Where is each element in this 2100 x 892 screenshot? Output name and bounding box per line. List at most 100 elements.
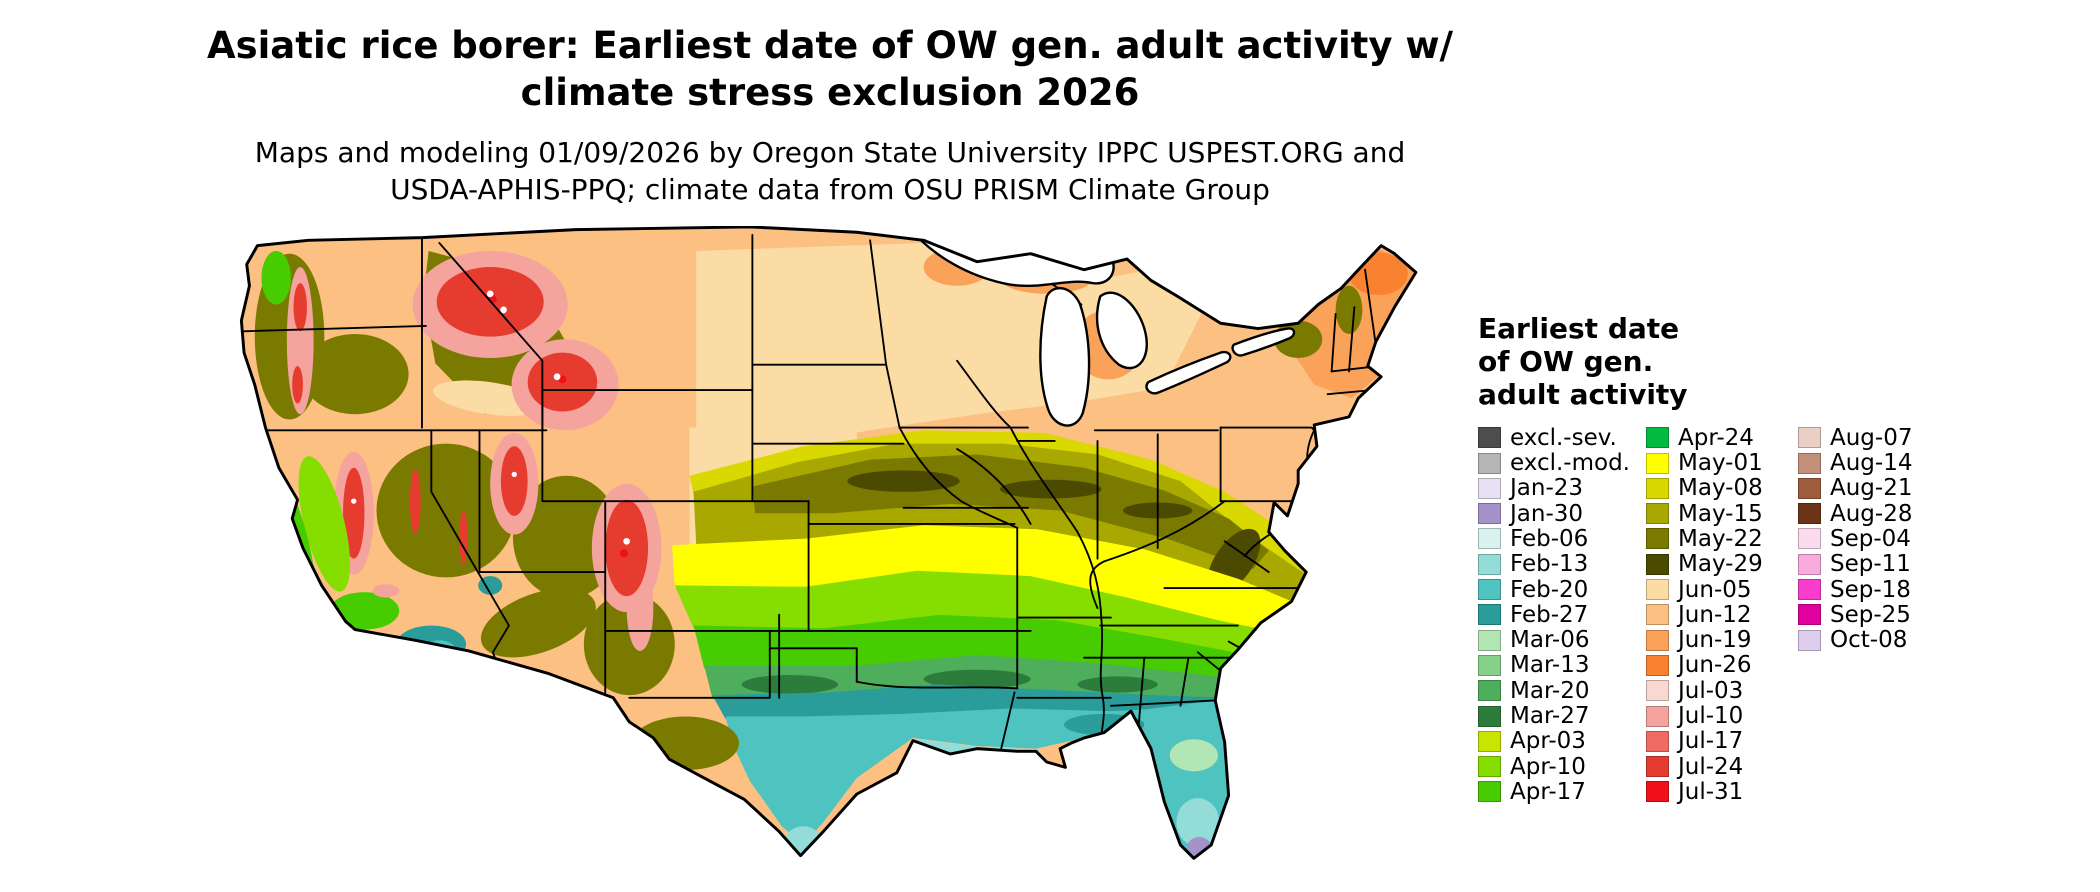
legend-item: May-22 (1646, 525, 1798, 552)
legend-title-line-3: adult activity (1478, 378, 1688, 412)
legend-column: Apr-24 May-01 May-08 May-15 May-22 May-29 Jun-… (1646, 425, 1798, 805)
legend-item: Feb-06 (1478, 525, 1646, 552)
legend-item-label: May-29 (1678, 551, 1763, 578)
legend-swatch (1646, 680, 1669, 702)
legend-item-label: Jul-31 (1678, 778, 1744, 805)
legend-item-label: Jul-10 (1678, 703, 1744, 730)
legend-item: Aug-14 (1798, 450, 1948, 477)
legend-swatch (1478, 629, 1501, 651)
legend-swatch (1478, 730, 1501, 752)
legend-item: Apr-17 (1478, 778, 1646, 805)
legend-swatch (1478, 427, 1501, 449)
legend-item: May-15 (1646, 500, 1798, 527)
legend-item-label: Feb-13 (1510, 551, 1589, 578)
header: Asiatic rice borer: Earliest date of OW … (0, 22, 1660, 209)
lake-ontario (1231, 327, 1296, 357)
legend-swatch (1798, 528, 1821, 550)
legend-swatch (1798, 452, 1821, 474)
legend-swatch (1646, 756, 1669, 778)
legend-item-label: Mar-27 (1510, 703, 1590, 730)
legend-item: Aug-07 (1798, 425, 1948, 451)
legend-title: Earliest date of OW gen. adult activity (1478, 312, 2078, 411)
legend-swatch (1478, 705, 1501, 727)
legend-item: Sep-25 (1798, 601, 1948, 628)
lake-huron (1095, 291, 1148, 370)
page-title-line-1: Asiatic rice borer: Earliest date of OW … (206, 24, 1454, 67)
legend-item-label: excl.-sev. (1510, 424, 1617, 451)
legend-swatch (1646, 427, 1669, 449)
legend-item-label: Mar-13 (1510, 652, 1590, 679)
legend-swatch (1478, 654, 1501, 676)
legend-item-label: Mar-06 (1510, 627, 1590, 654)
legend-item: Sep-11 (1798, 551, 1948, 577)
legend-swatch (1478, 503, 1501, 525)
legend-item-label: Feb-06 (1510, 525, 1589, 552)
legend-item: May-08 (1646, 475, 1798, 502)
legend-item-label: May-01 (1678, 450, 1763, 477)
legend-item-label: Aug-28 (1830, 500, 1913, 527)
us-map-svg (239, 225, 1418, 860)
legend-item-label: Jun-26 (1678, 652, 1752, 679)
legend-item-label: Jul-24 (1678, 753, 1744, 780)
legend-swatch (1646, 705, 1669, 727)
legend-item: Mar-27 (1478, 703, 1646, 730)
legend-swatch (1798, 503, 1821, 525)
legend-item: Jul-10 (1646, 703, 1798, 730)
legend-item-label: Sep-25 (1830, 601, 1911, 628)
legend-swatch (1478, 604, 1501, 626)
legend-item: Aug-21 (1798, 475, 1948, 502)
legend-item-label: Feb-27 (1510, 601, 1589, 628)
legend-item: May-01 (1646, 450, 1798, 477)
legend-swatch (1646, 452, 1669, 474)
legend-columns: excl.-sev. excl.-mod. Jan-23 Jan-30 Feb-06 Fe… (1478, 424, 2078, 805)
legend-title-line-2: of OW gen. (1478, 345, 1654, 379)
legend-item-label: Jan-23 (1510, 475, 1584, 502)
legend-item: Jun-05 (1646, 577, 1798, 603)
legend-swatch (1478, 452, 1501, 474)
legend-item-label: May-08 (1678, 475, 1763, 502)
legend-swatch (1646, 654, 1669, 676)
legend-swatch (1646, 503, 1669, 525)
legend-swatch (1646, 477, 1669, 499)
legend-item-label: excl.-mod. (1510, 450, 1630, 477)
legend-item-label: Jul-17 (1678, 728, 1744, 755)
lake-michigan (1039, 287, 1091, 427)
legend-item-label: Jul-03 (1678, 677, 1744, 704)
legend-item-label: Jun-12 (1678, 601, 1752, 628)
legend-item: Jun-19 (1646, 627, 1798, 653)
legend-swatch (1798, 579, 1821, 601)
legend-item: Sep-18 (1798, 577, 1948, 603)
legend-item: Feb-27 (1478, 601, 1646, 628)
legend-swatch (1646, 730, 1669, 752)
legend-swatch (1798, 553, 1821, 575)
legend-item: Mar-13 (1478, 652, 1646, 679)
legend-item: Jun-12 (1646, 601, 1798, 628)
legend-item-label: May-22 (1678, 525, 1763, 552)
legend-swatch (1478, 477, 1501, 499)
legend-item-label: Aug-14 (1830, 450, 1913, 477)
legend-item: Jul-17 (1646, 728, 1798, 755)
legend-item: Feb-13 (1478, 551, 1646, 578)
legend-swatch (1646, 629, 1669, 651)
legend-item: Jul-03 (1646, 677, 1798, 704)
legend-item: Jul-24 (1646, 753, 1798, 780)
legend-swatch (1478, 553, 1501, 575)
legend-item-label: Jan-30 (1510, 500, 1584, 527)
legend: Earliest date of OW gen. adult activity … (1478, 312, 2078, 805)
legend-item-label: May-15 (1678, 500, 1763, 527)
legend-swatch (1798, 427, 1821, 449)
legend-item: Jun-26 (1646, 652, 1798, 679)
legend-item: excl.-sev. (1478, 424, 1646, 451)
us-map (228, 225, 1448, 886)
legend-item-label: Oct-08 (1830, 627, 1908, 654)
legend-item-label: Aug-21 (1830, 475, 1913, 502)
page-title-line-2: climate stress exclusion 2026 (520, 71, 1140, 115)
legend-column: excl.-sev. excl.-mod. Jan-23 Jan-30 Feb-06 Fe… (1478, 424, 1646, 805)
legend-item-label: Apr-03 (1510, 728, 1586, 755)
lake-erie (1145, 350, 1232, 395)
legend-item: excl.-mod. (1478, 450, 1646, 477)
legend-swatch (1646, 781, 1669, 803)
legend-swatch (1798, 604, 1821, 626)
legend-title-line-1: Earliest date (1478, 312, 1680, 345)
legend-item-label: Apr-17 (1510, 778, 1586, 805)
